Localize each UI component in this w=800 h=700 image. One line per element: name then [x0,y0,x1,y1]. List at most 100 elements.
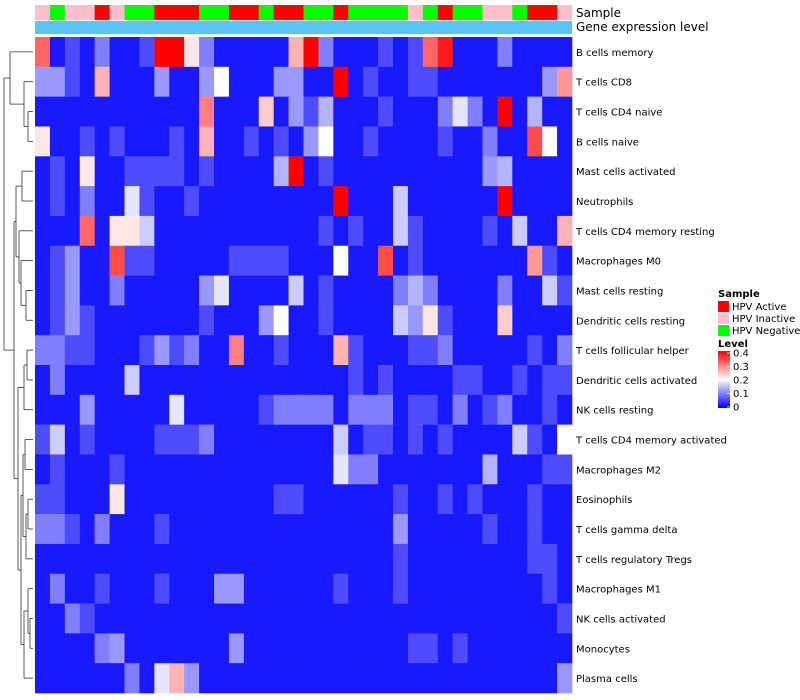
heatmap-cell [348,335,364,366]
heatmap-cell [437,633,453,664]
heatmap-cell [497,454,513,485]
heatmap-cell [273,305,289,336]
heatmap-cell [79,454,95,485]
row-label: B cells memory [576,48,653,59]
heatmap-cell [154,215,170,247]
heatmap-cell [452,424,468,455]
heatmap-cell [542,305,558,336]
heatmap-cell [303,633,319,664]
heatmap-cell [288,335,304,366]
heatmap-cell [393,454,409,485]
heatmap-cell [497,573,513,604]
heatmap-cell [109,633,125,664]
heatmap-cell [378,305,394,336]
heatmap-cell [94,454,110,485]
heatmap-cell [199,305,215,336]
heatmap-cell [437,186,453,217]
heatmap-cell [497,394,513,425]
row-label: NK cells resting [576,406,653,417]
heatmap-cell [452,603,468,634]
heatmap-cell [557,335,573,366]
heatmap-cell [243,66,260,97]
heatmap-cell [393,603,409,634]
heatmap-cell [393,514,409,545]
heatmap-cell [49,96,66,127]
heatmap-cell [512,573,528,604]
heatmap-cell [154,543,170,575]
heatmap-cell [243,126,260,157]
sample-annotation-cell [303,5,319,20]
heatmap-cell [363,305,379,336]
heatmap-cell [378,484,394,515]
heatmap-cell [79,96,95,127]
heatmap-cell [303,126,319,157]
heatmap-cell [378,424,394,455]
heatmap-cell [467,663,483,694]
heatmap-cell [557,37,573,68]
heatmap-cell [49,215,66,247]
heatmap-cell [35,245,51,276]
heatmap-cell [557,186,573,217]
heatmap-cell [35,514,51,545]
heatmap-cell [109,96,125,127]
heatmap-cell [452,66,468,97]
heatmap-cell [79,573,95,604]
heatmap-cell [467,454,483,485]
heatmap-cell [214,37,230,68]
heatmap-cell [437,245,453,276]
heatmap-cell [64,305,81,336]
heatmap-cell [557,245,573,276]
heatmap-cell [243,514,260,545]
heatmap-cell [333,514,349,545]
heatmap-cell [214,275,230,306]
heatmap-cell [258,663,274,694]
heatmap-cell [228,305,245,336]
heatmap-cell [467,424,483,455]
heatmap-cell [228,335,245,366]
heatmap-cell [139,633,155,664]
heatmap-cell [79,424,95,455]
heatmap-cell [169,66,185,97]
heatmap-cell [273,66,289,97]
sample-annotation-cell [557,5,573,20]
heatmap-cell [184,663,200,694]
heatmap-cell [139,335,155,366]
heatmap-cell [452,215,468,247]
heatmap-cell [94,305,110,336]
heatmap-cell [378,126,394,157]
heatmap-cell [512,96,528,127]
heatmap-cell [542,394,558,425]
heatmap-cell [348,215,364,247]
heatmap-cell [437,454,453,485]
heatmap-cell [542,186,558,217]
heatmap-cell [452,37,468,68]
row-label: T cells CD4 memory resting [575,227,715,238]
heatmap-cell [214,156,230,187]
heatmap-cell [79,335,95,366]
sample-annotation-cell [139,5,155,20]
heatmap-cell [154,245,170,276]
heatmap-cell [139,424,155,455]
heatmap-cell [393,245,409,276]
heatmap-cell [318,335,334,366]
heatmap-cell [199,663,215,694]
heatmap-cell [35,365,51,396]
heatmap-cell [273,663,289,694]
heatmap-cell [557,663,573,694]
heatmap-cell [184,66,200,97]
heatmap-cell [199,633,215,664]
legend-swatch [718,313,729,324]
heatmap-cell [422,603,439,634]
heatmap-cell [348,275,364,306]
heatmap-cell [527,633,543,664]
heatmap-cell [79,603,95,634]
heatmap-cell [64,543,81,575]
heatmap-cell [422,633,439,664]
heatmap-cell [512,454,528,485]
heatmap-cell [64,275,81,306]
heatmap-cell [184,37,200,68]
heatmap-cell [64,215,81,247]
heatmap-cell [154,514,170,545]
heatmap-cell [303,66,319,97]
